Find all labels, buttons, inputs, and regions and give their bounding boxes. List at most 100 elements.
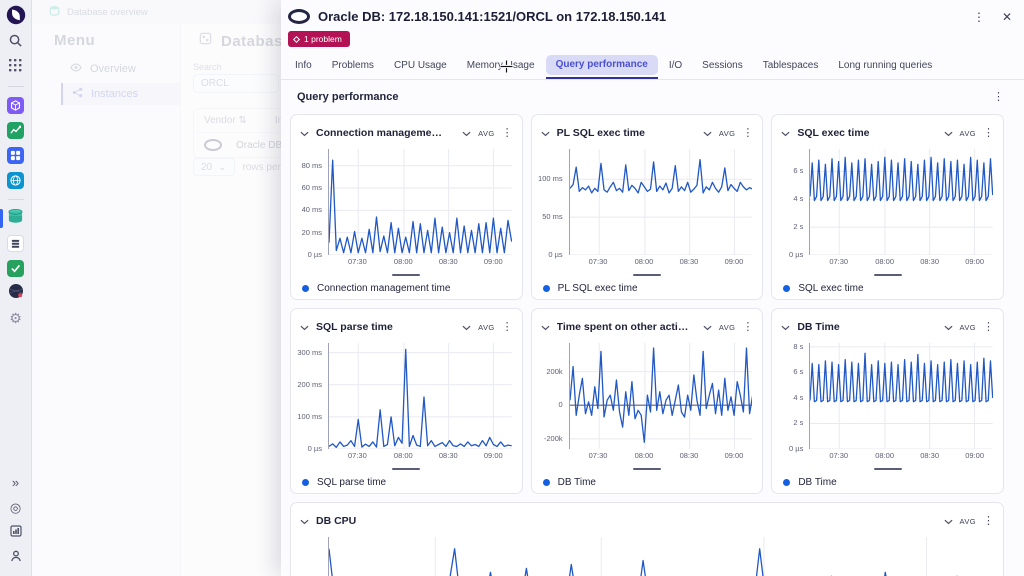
aggregation-selector[interactable]: AVG	[478, 128, 495, 138]
tab-problems[interactable]: Problems	[331, 60, 374, 71]
chart-plot-area[interactable]	[809, 343, 993, 449]
y-axis-labels: 1 s1.5 s	[291, 537, 328, 576]
collapse-chevron-icon[interactable]	[300, 318, 309, 336]
aggregation-selector[interactable]: AVG	[718, 128, 736, 138]
background-menu-title: Menu	[54, 32, 96, 49]
chart-zoom-scrollbar[interactable]	[392, 273, 421, 276]
chart-title: PL SQL exec time	[556, 127, 645, 139]
whats-new-icon	[9, 524, 22, 542]
collapse-chevron-icon[interactable]	[541, 318, 550, 336]
kubernetes-app-button[interactable]	[0, 93, 32, 118]
dynatrace-logo-button[interactable]	[0, 5, 32, 30]
dashboards-app-button[interactable]	[0, 118, 32, 143]
collapse-chevron-icon[interactable]	[541, 124, 550, 142]
hub-globe-app-button[interactable]	[0, 168, 32, 193]
chart-plot-area[interactable]	[328, 149, 512, 255]
tab-tablespaces[interactable]: Tablespaces	[762, 60, 819, 71]
collapse-chevron-icon[interactable]	[781, 318, 790, 336]
chart-legend[interactable]: PL SQL exec time	[532, 281, 763, 296]
aggregation-chevron-icon[interactable]	[462, 124, 471, 142]
help-target-button[interactable]: ◎	[0, 495, 32, 520]
notebooks-app-icon	[7, 260, 24, 277]
monitoring-app-button[interactable]	[0, 281, 32, 306]
chart-legend[interactable]: SQL exec time	[772, 281, 1003, 296]
section-kebab-menu-icon[interactable]: ⋮	[993, 90, 1004, 103]
problem-badge[interactable]: 1 problem	[288, 31, 350, 47]
chart-zoom-scrollbar[interactable]	[632, 273, 661, 276]
tab-i-o[interactable]: I/O	[668, 60, 683, 71]
chart-legend[interactable]: Connection management time	[291, 281, 522, 296]
tab-query-performance[interactable]: Query performance	[545, 55, 659, 79]
chart-card-time-spent-on-other-activities: Time spent on other activities AVG ⋮ -200k0…	[530, 308, 764, 494]
chart-zoom-scrollbar[interactable]	[873, 467, 902, 470]
background-nav-item-instances[interactable]: Instances	[61, 83, 249, 105]
tab-long-running-queries[interactable]: Long running queries	[838, 60, 933, 71]
eye-icon	[70, 63, 82, 75]
aggregation-selector[interactable]: AVG	[959, 516, 976, 526]
rows-per-page-select[interactable]: 20 ⌄	[193, 158, 235, 176]
profile-icon	[10, 549, 22, 567]
apps-grid-button[interactable]	[0, 55, 32, 80]
aggregation-selector[interactable]: AVG	[718, 322, 736, 332]
chart-plot-area[interactable]	[568, 343, 753, 449]
tab-memory-usage[interactable]: Memory Usage	[466, 60, 535, 71]
whats-new-button[interactable]	[0, 520, 32, 545]
chart-kebab-menu-icon[interactable]: ⋮	[501, 126, 513, 139]
notebooks-app-button[interactable]	[0, 256, 32, 281]
expand-sidebar-icon: »	[11, 474, 20, 490]
infrastructure-app-button[interactable]	[0, 231, 32, 256]
settings-gear-button[interactable]: ⚙	[0, 306, 32, 331]
databases-app-button[interactable]	[0, 206, 32, 231]
aggregation-chevron-icon[interactable]	[943, 512, 953, 530]
settings-gear-icon: ⚙	[9, 309, 22, 326]
expand-sidebar-button[interactable]: »	[0, 470, 32, 495]
chart-zoom-scrollbar[interactable]	[392, 467, 421, 470]
legend-label: Connection management time	[317, 283, 451, 294]
aggregation-chevron-icon[interactable]	[462, 318, 471, 336]
chart-plot-area[interactable]	[328, 343, 512, 449]
extensions-app-icon	[7, 147, 24, 164]
chart-plot-area[interactable]	[809, 149, 993, 255]
tab-info[interactable]: Info	[295, 60, 312, 71]
aggregation-selector[interactable]: AVG	[959, 322, 976, 332]
chart-legend[interactable]: DB Time	[772, 475, 1003, 490]
extensions-app-button[interactable]	[0, 143, 32, 168]
aggregation-chevron-icon[interactable]	[703, 124, 712, 142]
drawer-close-icon[interactable]: ✕	[1001, 9, 1012, 24]
aggregation-chevron-icon[interactable]	[943, 318, 953, 336]
aggregation-selector[interactable]: AVG	[478, 322, 495, 332]
chart-kebab-menu-icon[interactable]: ⋮	[983, 320, 994, 333]
chart-kebab-menu-icon[interactable]: ⋮	[983, 126, 994, 139]
chart-plot-area[interactable]	[328, 537, 993, 576]
chart-zoom-scrollbar[interactable]	[632, 467, 661, 470]
chart-card-sql-parse-time: SQL parse time AVG ⋮ 0 µs 100 ms 200 ms 300 ms…	[290, 308, 523, 494]
background-search-input[interactable]: ORCL	[193, 74, 279, 93]
chart-kebab-menu-icon[interactable]: ⋮	[983, 514, 994, 527]
chart-kebab-menu-icon[interactable]: ⋮	[501, 320, 513, 333]
chart-kebab-menu-icon[interactable]: ⋮	[742, 320, 754, 333]
background-nav-item-overview[interactable]: Overview	[61, 58, 249, 80]
aggregation-chevron-icon[interactable]	[703, 318, 712, 336]
tab-sessions[interactable]: Sessions	[702, 60, 743, 71]
share-icon	[72, 87, 83, 101]
aggregation-chevron-icon[interactable]	[943, 124, 953, 142]
collapse-chevron-icon[interactable]	[781, 124, 790, 142]
chart-legend[interactable]: SQL parse time	[291, 475, 522, 490]
collapse-chevron-icon[interactable]	[300, 124, 309, 142]
collapse-chevron-icon[interactable]	[300, 512, 309, 530]
drawer-kebab-menu-icon[interactable]: ⋮	[972, 9, 985, 24]
chart-title: SQL exec time	[797, 127, 870, 139]
legend-label: SQL exec time	[798, 283, 864, 294]
aggregation-selector[interactable]: AVG	[959, 128, 976, 138]
chart-legend[interactable]: DB Time	[532, 475, 763, 490]
table-header-vendor[interactable]: Vendor ⇅	[204, 115, 247, 126]
chart-zoom-scrollbar[interactable]	[873, 273, 902, 276]
chart-kebab-menu-icon[interactable]: ⋮	[742, 126, 754, 139]
profile-button[interactable]	[0, 545, 32, 570]
chart-plot-area[interactable]	[568, 149, 753, 255]
tab-cpu-usage[interactable]: CPU Usage	[393, 60, 447, 71]
search-button[interactable]	[0, 30, 32, 55]
